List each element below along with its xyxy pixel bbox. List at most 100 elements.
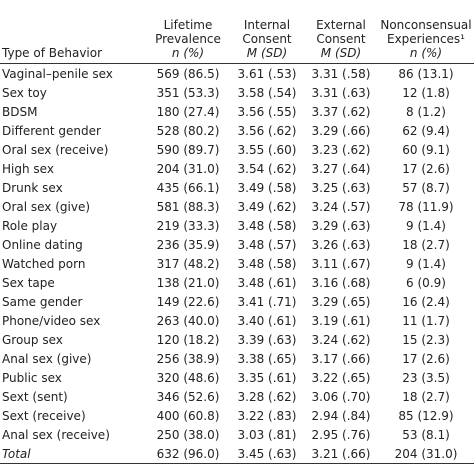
value-cell: 3.56 (.55) <box>237 104 297 119</box>
value-cell: 149 (22.6) <box>156 294 220 309</box>
table-row: Anal sex (receive) 250 (38.0) 3.03 (.81) 2.… <box>0 425 474 444</box>
value-cell: 3.29 (.66) <box>311 123 371 138</box>
value-cell: 18 (2.7) <box>402 389 450 404</box>
value-cell: 3.39 (.63) <box>237 332 297 347</box>
behavior-cell: High sex <box>2 161 54 176</box>
value-cell: 62 (9.4) <box>402 123 450 138</box>
table-row: BDSM 180 (27.4) 3.56 (.55) 3.37 (.62) 8 (1.2… <box>0 102 474 121</box>
table-row: Oral sex (receive) 590 (89.7) 3.55 (.60) 3.… <box>0 140 474 159</box>
table-row: Vaginal–penile sex 569 (86.5) 3.61 (.53) 3.… <box>0 64 474 84</box>
header-cell: External Consent M (SD) <box>304 0 378 64</box>
header-title: Lifetime <box>163 18 213 32</box>
value-cell: 3.48 (.61) <box>237 275 297 290</box>
behavior-cell: Anal sex (receive) <box>2 427 110 442</box>
header-unit: M (SD) <box>246 46 288 60</box>
value-cell: 3.24 (.57) <box>311 199 371 214</box>
table-row: Sext (receive) 400 (60.8) 3.22 (.83) 2.94 (… <box>0 406 474 425</box>
table-body: Vaginal–penile sex 569 (86.5) 3.61 (.53) 3.… <box>0 64 474 464</box>
value-cell: 3.24 (.62) <box>311 332 371 347</box>
value-cell: 3.29 (.63) <box>311 218 371 233</box>
value-cell: 23 (3.5) <box>402 370 450 385</box>
value-cell: 3.61 (.53) <box>237 66 297 81</box>
table-row: Sex tape 138 (21.0) 3.48 (.61) 3.16 (.68) 6 … <box>0 273 474 292</box>
behavior-cell: Different gender <box>2 123 101 138</box>
header-title: Internal <box>243 18 291 32</box>
value-cell: 57 (8.7) <box>402 180 450 195</box>
header-unit: n (%) <box>171 46 205 60</box>
value-cell: 219 (33.3) <box>156 218 220 233</box>
table-row: Group sex 120 (18.2) 3.39 (.63) 3.24 (.62) 1… <box>0 330 474 349</box>
value-cell: 3.22 (.83) <box>237 408 297 423</box>
behavior-cell: Oral sex (receive) <box>2 142 109 157</box>
value-cell: 204 (31.0) <box>156 161 220 176</box>
behavior-cell: Oral sex (give) <box>2 199 91 214</box>
value-cell: 3.31 (.63) <box>311 85 371 100</box>
table-row: Phone/video sex 263 (40.0) 3.40 (.61) 3.19 … <box>0 311 474 330</box>
value-cell: 3.45 (.63) <box>230 444 304 464</box>
value-cell: 15 (2.3) <box>402 332 450 347</box>
header-title: External <box>316 18 366 32</box>
behavior-cell: Anal sex (give) <box>2 351 92 366</box>
value-cell: 3.29 (.65) <box>311 294 371 309</box>
behavior-cell: Drunk sex <box>2 180 63 195</box>
value-cell: 8 (1.2) <box>406 104 446 119</box>
value-cell: 3.11 (.67) <box>311 256 371 271</box>
header-unit: M (SD) <box>320 46 362 60</box>
table-row: Anal sex (give) 256 (38.9) 3.38 (.65) 3.17 … <box>0 349 474 368</box>
value-cell: 2.95 (.76) <box>311 427 371 442</box>
value-cell: 3.55 (.60) <box>237 142 297 157</box>
value-cell: 3.03 (.81) <box>237 427 297 442</box>
value-cell: 317 (48.2) <box>156 256 220 271</box>
value-cell: 3.28 (.62) <box>237 389 297 404</box>
value-cell: 18 (2.7) <box>402 237 450 252</box>
value-cell: 9 (1.4) <box>406 218 446 233</box>
value-cell: 3.48 (.58) <box>237 256 297 271</box>
value-cell: 180 (27.4) <box>156 104 220 119</box>
table-row: Online dating 236 (35.9) 3.48 (.57) 3.26 (.… <box>0 235 474 254</box>
behavior-cell: Online dating <box>2 237 83 252</box>
header-unit: Type of Behavior <box>2 46 103 60</box>
value-cell: 3.38 (.65) <box>237 351 297 366</box>
value-cell: 3.48 (.58) <box>237 218 297 233</box>
value-cell: 3.26 (.63) <box>311 237 371 252</box>
value-cell: 351 (53.3) <box>156 85 220 100</box>
header-row: Type of Behavior Lifetime Prevalence n (%) I… <box>0 0 474 64</box>
value-cell: 3.22 (.65) <box>311 370 371 385</box>
value-cell: 3.40 (.61) <box>237 313 297 328</box>
behavior-cell: Watched porn <box>2 256 86 271</box>
table-row: Watched porn 317 (48.2) 3.48 (.58) 3.11 (.6… <box>0 254 474 273</box>
behavior-cell: Role play <box>2 218 58 233</box>
value-cell: 86 (13.1) <box>398 66 454 81</box>
value-cell: 435 (66.1) <box>156 180 220 195</box>
value-cell: 6 (0.9) <box>406 275 446 290</box>
value-cell: 3.27 (.64) <box>311 161 371 176</box>
value-cell: 12 (1.8) <box>402 85 450 100</box>
value-cell: 3.25 (.63) <box>311 180 371 195</box>
header-unit: n (%) <box>409 46 443 60</box>
behavior-cell: Public sex <box>2 370 62 385</box>
header-title: Consent <box>316 32 366 46</box>
value-cell: 3.58 (.54) <box>237 85 297 100</box>
value-cell: 3.48 (.57) <box>237 237 297 252</box>
value-cell: 263 (40.0) <box>156 313 220 328</box>
table-row: Public sex 320 (48.6) 3.35 (.61) 3.22 (.65)… <box>0 368 474 387</box>
behavior-cell: Sext (receive) <box>2 408 86 423</box>
behavior-cell: BDSM <box>2 104 38 119</box>
behavior-cell: Phone/video sex <box>2 313 101 328</box>
header-cell: Internal Consent M (SD) <box>230 0 304 64</box>
value-cell: 3.19 (.61) <box>311 313 371 328</box>
header-cell: Lifetime Prevalence n (%) <box>146 0 230 64</box>
value-cell: 11 (1.7) <box>402 313 450 328</box>
value-cell: 3.35 (.61) <box>237 370 297 385</box>
value-cell: 17 (2.6) <box>402 161 450 176</box>
header-cell: Nonconsensual Experiences¹ n (%) <box>378 0 474 64</box>
behavior-cell: Sext (sent) <box>2 389 68 404</box>
value-cell: 16 (2.4) <box>402 294 450 309</box>
behavior-cell: Sex tape <box>2 275 55 290</box>
value-cell: 250 (38.0) <box>156 427 220 442</box>
value-cell: 17 (2.6) <box>402 351 450 366</box>
value-cell: 236 (35.9) <box>156 237 220 252</box>
value-cell: 3.16 (.68) <box>311 275 371 290</box>
value-cell: 53 (8.1) <box>402 427 450 442</box>
